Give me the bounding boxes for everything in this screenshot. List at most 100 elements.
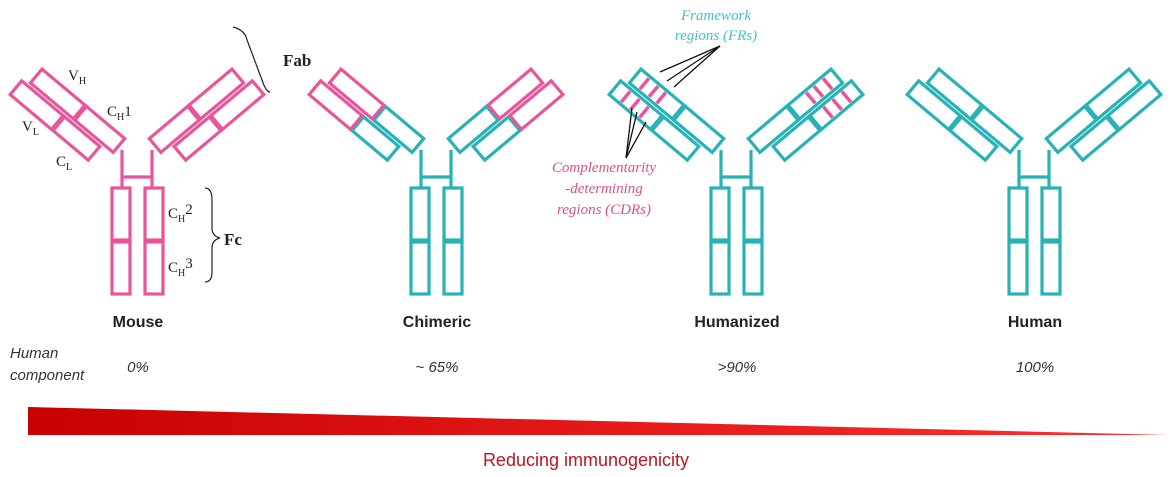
row-label-line2: component [10,367,85,384]
cdr-stripe [638,77,651,91]
ch1-label: CH1 [107,104,132,123]
ch2-domain [1040,186,1062,242]
vl-domain [208,78,267,132]
cl-domain [470,114,523,163]
hinge [1017,150,1051,188]
framework-label-2: regions (FRs) [675,28,757,44]
antibody-mouse [7,66,267,296]
ch2-domain [742,186,764,242]
cdr-stripe [804,91,817,105]
cdr-label-2: -determining [565,181,643,197]
cdr-stripe [619,90,632,104]
ch3-domain [742,240,764,296]
ch2-domain [442,186,464,242]
vh-domain [925,66,985,122]
cdr-stripe [812,84,825,98]
cl-domain [947,114,1000,163]
fc-label: Fc [224,230,242,249]
ch3-domain [442,240,464,296]
cdr-stripe [638,105,650,119]
vh-domain [28,66,88,122]
vh-label: VH [68,68,86,87]
ch2-label: CH2 [168,202,193,225]
fab-arm-left [7,66,127,163]
cl-domain [1068,114,1121,163]
ch1-domain [446,104,501,155]
fab-brace [232,26,271,93]
human-component-percent: 0% [127,359,149,376]
ch3-domain [709,240,731,296]
humanized-annotations: Framework regions (FRs) Complementarity … [552,8,757,218]
fab-arm-right [746,66,866,163]
ch1-domain [671,104,726,155]
antibody-humanized [606,66,866,296]
ch3-domain [409,240,431,296]
hinge [719,150,753,188]
ch2-domain [143,186,165,242]
fc-brace [204,187,221,283]
cdr-stripe [647,84,660,98]
ch2-domain [709,186,731,242]
framework-pointer-lines [625,45,721,159]
framework-label-1: Framework [680,8,751,24]
human-component-percent: 100% [1016,359,1054,376]
cdr-stripe [655,91,668,105]
ch1-domain [969,104,1024,155]
vh-domain [327,66,387,122]
vl-label: VL [22,119,39,138]
cdr-stripe [831,97,843,111]
ch1-domain [1044,104,1099,155]
antibody-name: Mouse [113,314,164,331]
fab-arm-left [606,66,726,163]
vl-domain [1105,78,1164,132]
cl-domain [50,114,103,163]
antibody-name: Chimeric [403,314,472,331]
vl-domain [306,78,365,132]
vh-domain [785,66,845,122]
cdr-label-3: regions (CDRs) [557,202,651,218]
vl-domain [904,78,963,132]
row-label-line1: Human [10,345,58,362]
ch1-domain [147,104,202,155]
ch1-domain [746,104,801,155]
caption: Reducing immunogenicity [483,450,689,470]
fab-arm-left [904,66,1024,163]
antibody-human [904,66,1164,296]
fab-arm-right [147,66,267,163]
human-component-percent: ~ 65% [416,359,459,376]
hinge [120,150,154,188]
vl-domain [507,78,566,132]
antibody-chimeric [306,66,566,296]
vh-domain [485,66,545,122]
vh-domain [1083,66,1143,122]
ch2-domain [409,186,431,242]
ch1-domain [371,104,426,155]
ch3-domain [110,240,132,296]
ch2-domain [110,186,132,242]
fab-label: Fab [283,51,311,70]
vh-domain [627,66,687,122]
antibody-name: Human [1008,314,1062,331]
ch3-domain [1007,240,1029,296]
cl-domain [171,114,224,163]
ch3-domain [1040,240,1062,296]
cdr-label-1: Complementarity [552,160,656,176]
cl-domain [770,114,823,163]
fab-arm-left [306,66,426,163]
ch1-domain [72,104,127,155]
hinge [419,150,453,188]
cl-domain [649,114,702,163]
vh-domain [186,66,246,122]
human-component-percent: >90% [718,359,757,376]
cdr-stripe [822,105,834,119]
fab-arm-right [1044,66,1164,163]
fab-arm-right [446,66,566,163]
ch3-domain [143,240,165,296]
vl-domain [7,78,66,132]
ch2-domain [1007,186,1029,242]
mouse-domain-labels: VH VL CH1 CL CH2 CH3 Fab Fc [22,26,311,283]
ch3-label: CH3 [168,256,193,279]
cl-label: CL [56,154,72,173]
cdr-stripe [840,90,853,104]
